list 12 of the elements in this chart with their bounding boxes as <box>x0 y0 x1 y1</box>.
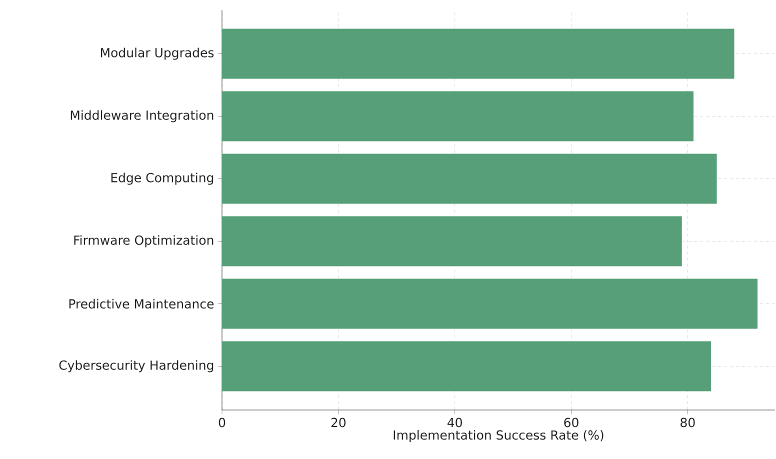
y-tick-label: Cybersecurity Hardening <box>59 360 214 372</box>
y-tick-label: Firmware Optimization <box>74 235 214 248</box>
x-tick-label: 0 <box>218 418 226 428</box>
x-tick-label: 20 <box>331 418 346 428</box>
y-tick-label: Modular Upgrades <box>100 48 214 60</box>
y-tick-label: Middleware Integration <box>70 110 214 122</box>
x-tick-label: 60 <box>564 418 578 428</box>
x-tick-label: 80 <box>680 418 695 428</box>
y-tick-label: Predictive Maintenance <box>69 298 214 309</box>
x-axis-title: Implementation Success Rate (%) <box>394 430 604 442</box>
x-tick-label: 40 <box>447 418 462 428</box>
y-tick-label: Edge Computing <box>111 172 214 185</box>
